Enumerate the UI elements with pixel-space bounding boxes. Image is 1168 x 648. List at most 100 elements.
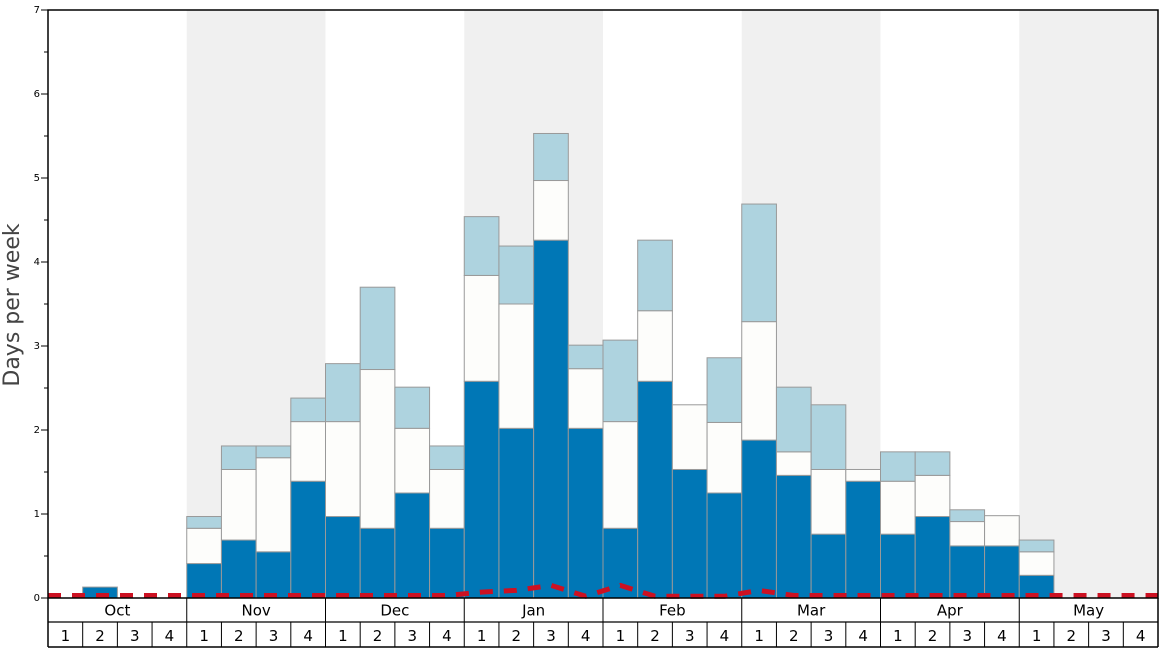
bar-s1-w15	[533, 239, 569, 599]
bar-s1-w13	[463, 380, 500, 599]
bar-s1-w22	[775, 474, 812, 599]
bar-s3-w27	[949, 509, 986, 523]
bar-s2-w6	[220, 468, 257, 541]
y-tick-label: 6	[34, 89, 40, 100]
week-label: 4	[442, 627, 452, 645]
bar-s1-w12	[429, 527, 465, 599]
bar-s1-w7	[255, 551, 292, 599]
bar-s1-w8	[290, 480, 326, 599]
bar-s3-w7	[255, 445, 292, 459]
bar-s2-w18	[637, 310, 673, 382]
week-label: 3	[1101, 627, 1111, 645]
week-label: 2	[95, 627, 105, 645]
axes: 0 1 2 3 4 5 6 7 Oct Nov Dec Jan Feb Mar Apr May 1 2 3 4 1 2 3 4…	[34, 5, 1159, 648]
week-label: 1	[61, 627, 71, 645]
week-label: 4	[165, 627, 175, 645]
bar-s3-w10	[359, 286, 396, 371]
bar-s1-w27	[949, 545, 986, 599]
bar-s1-w21	[741, 439, 777, 599]
bar-s3-w13	[463, 216, 500, 276]
week-label: 2	[512, 627, 522, 645]
week-label: 2	[928, 627, 938, 645]
bar-s2-w24	[845, 468, 881, 482]
bar-s1-w14	[498, 427, 535, 599]
month-shade-may	[1019, 10, 1158, 598]
y-tick-label: 7	[34, 5, 40, 16]
bar-s3-w20	[706, 357, 743, 423]
week-label: 4	[858, 627, 868, 645]
y-tick-label: 1	[34, 509, 40, 520]
bar-s1-w24	[845, 480, 881, 599]
bar-s3-w16	[567, 344, 604, 370]
bar-s3-w26	[914, 451, 951, 476]
bar-s3-w11	[394, 386, 431, 429]
bar-s2-w7	[255, 457, 292, 553]
bar-s2-w5	[186, 527, 222, 565]
bar-s2-w20	[706, 421, 743, 494]
bar-s3-w29	[1018, 539, 1055, 553]
bar-s3-w21	[741, 203, 777, 323]
bar-s1-w10	[359, 527, 396, 599]
week-label: 1	[199, 627, 209, 645]
y-tick-label: 4	[34, 257, 40, 268]
week-label: 2	[789, 627, 799, 645]
bar-s3-w17	[602, 339, 639, 423]
bar-s1-w26	[914, 516, 951, 599]
week-label: 3	[546, 627, 556, 645]
week-label: 2	[234, 627, 244, 645]
month-label-oct: Oct	[104, 602, 130, 620]
week-label: 1	[1032, 627, 1042, 645]
week-label: 2	[1067, 627, 1077, 645]
bar-s1-w9	[325, 516, 361, 599]
bar-s3-w8	[290, 397, 326, 423]
bar-s3-w12	[429, 445, 465, 470]
bar-s3-w14	[498, 245, 535, 305]
bar-s3-w15	[533, 132, 569, 182]
bar-s2-w23	[810, 468, 847, 535]
y-tick-label: 3	[34, 341, 40, 352]
week-label: 4	[1136, 627, 1146, 645]
month-label-mar: Mar	[797, 602, 826, 620]
month-label-apr: Apr	[937, 602, 964, 620]
bar-s2-w26	[914, 474, 951, 518]
bar-s1-w16	[567, 427, 604, 599]
bar-s2-w14	[498, 303, 535, 429]
bar-s2-w16	[567, 368, 604, 429]
week-label: 1	[754, 627, 764, 645]
bar-s2-w22	[775, 451, 812, 476]
week-label: 3	[407, 627, 417, 645]
y-tick-label: 5	[34, 173, 40, 184]
bar-s2-w21	[741, 321, 777, 441]
month-label-nov: Nov	[241, 602, 270, 620]
bar-s2-w25	[880, 480, 916, 535]
bar-s3-w25	[880, 451, 916, 482]
bar-s2-w27	[949, 521, 986, 547]
bar-s1-w11	[394, 492, 431, 599]
week-label: 4	[997, 627, 1007, 645]
line-series-path	[48, 582, 1158, 599]
y-axis-label: Days per week	[0, 223, 25, 386]
bar-s3-w22	[775, 386, 812, 453]
week-label: 1	[338, 627, 348, 645]
bar-s1-w20	[706, 492, 743, 599]
week-label: 4	[581, 627, 591, 645]
y-tick-label: 2	[34, 425, 40, 436]
bar-s1-w6	[220, 539, 257, 599]
bar-s2-w29	[1018, 551, 1055, 576]
week-label: 2	[650, 627, 660, 645]
bar-s2-w10	[359, 369, 396, 529]
bar-s2-w11	[394, 427, 431, 494]
week-label: 1	[477, 627, 487, 645]
bar-s3-w9	[325, 363, 361, 423]
week-label: 3	[269, 627, 279, 645]
line-series	[48, 582, 1158, 599]
month-label-dec: Dec	[380, 602, 409, 620]
bar-s2-w17	[602, 421, 639, 529]
bar-s1-w23	[810, 533, 847, 599]
month-label-feb: Feb	[659, 602, 686, 620]
bar-s2-w9	[325, 421, 361, 518]
week-label: 2	[373, 627, 383, 645]
bar-s2-w15	[533, 180, 569, 241]
bar-s3-w23	[810, 404, 847, 470]
